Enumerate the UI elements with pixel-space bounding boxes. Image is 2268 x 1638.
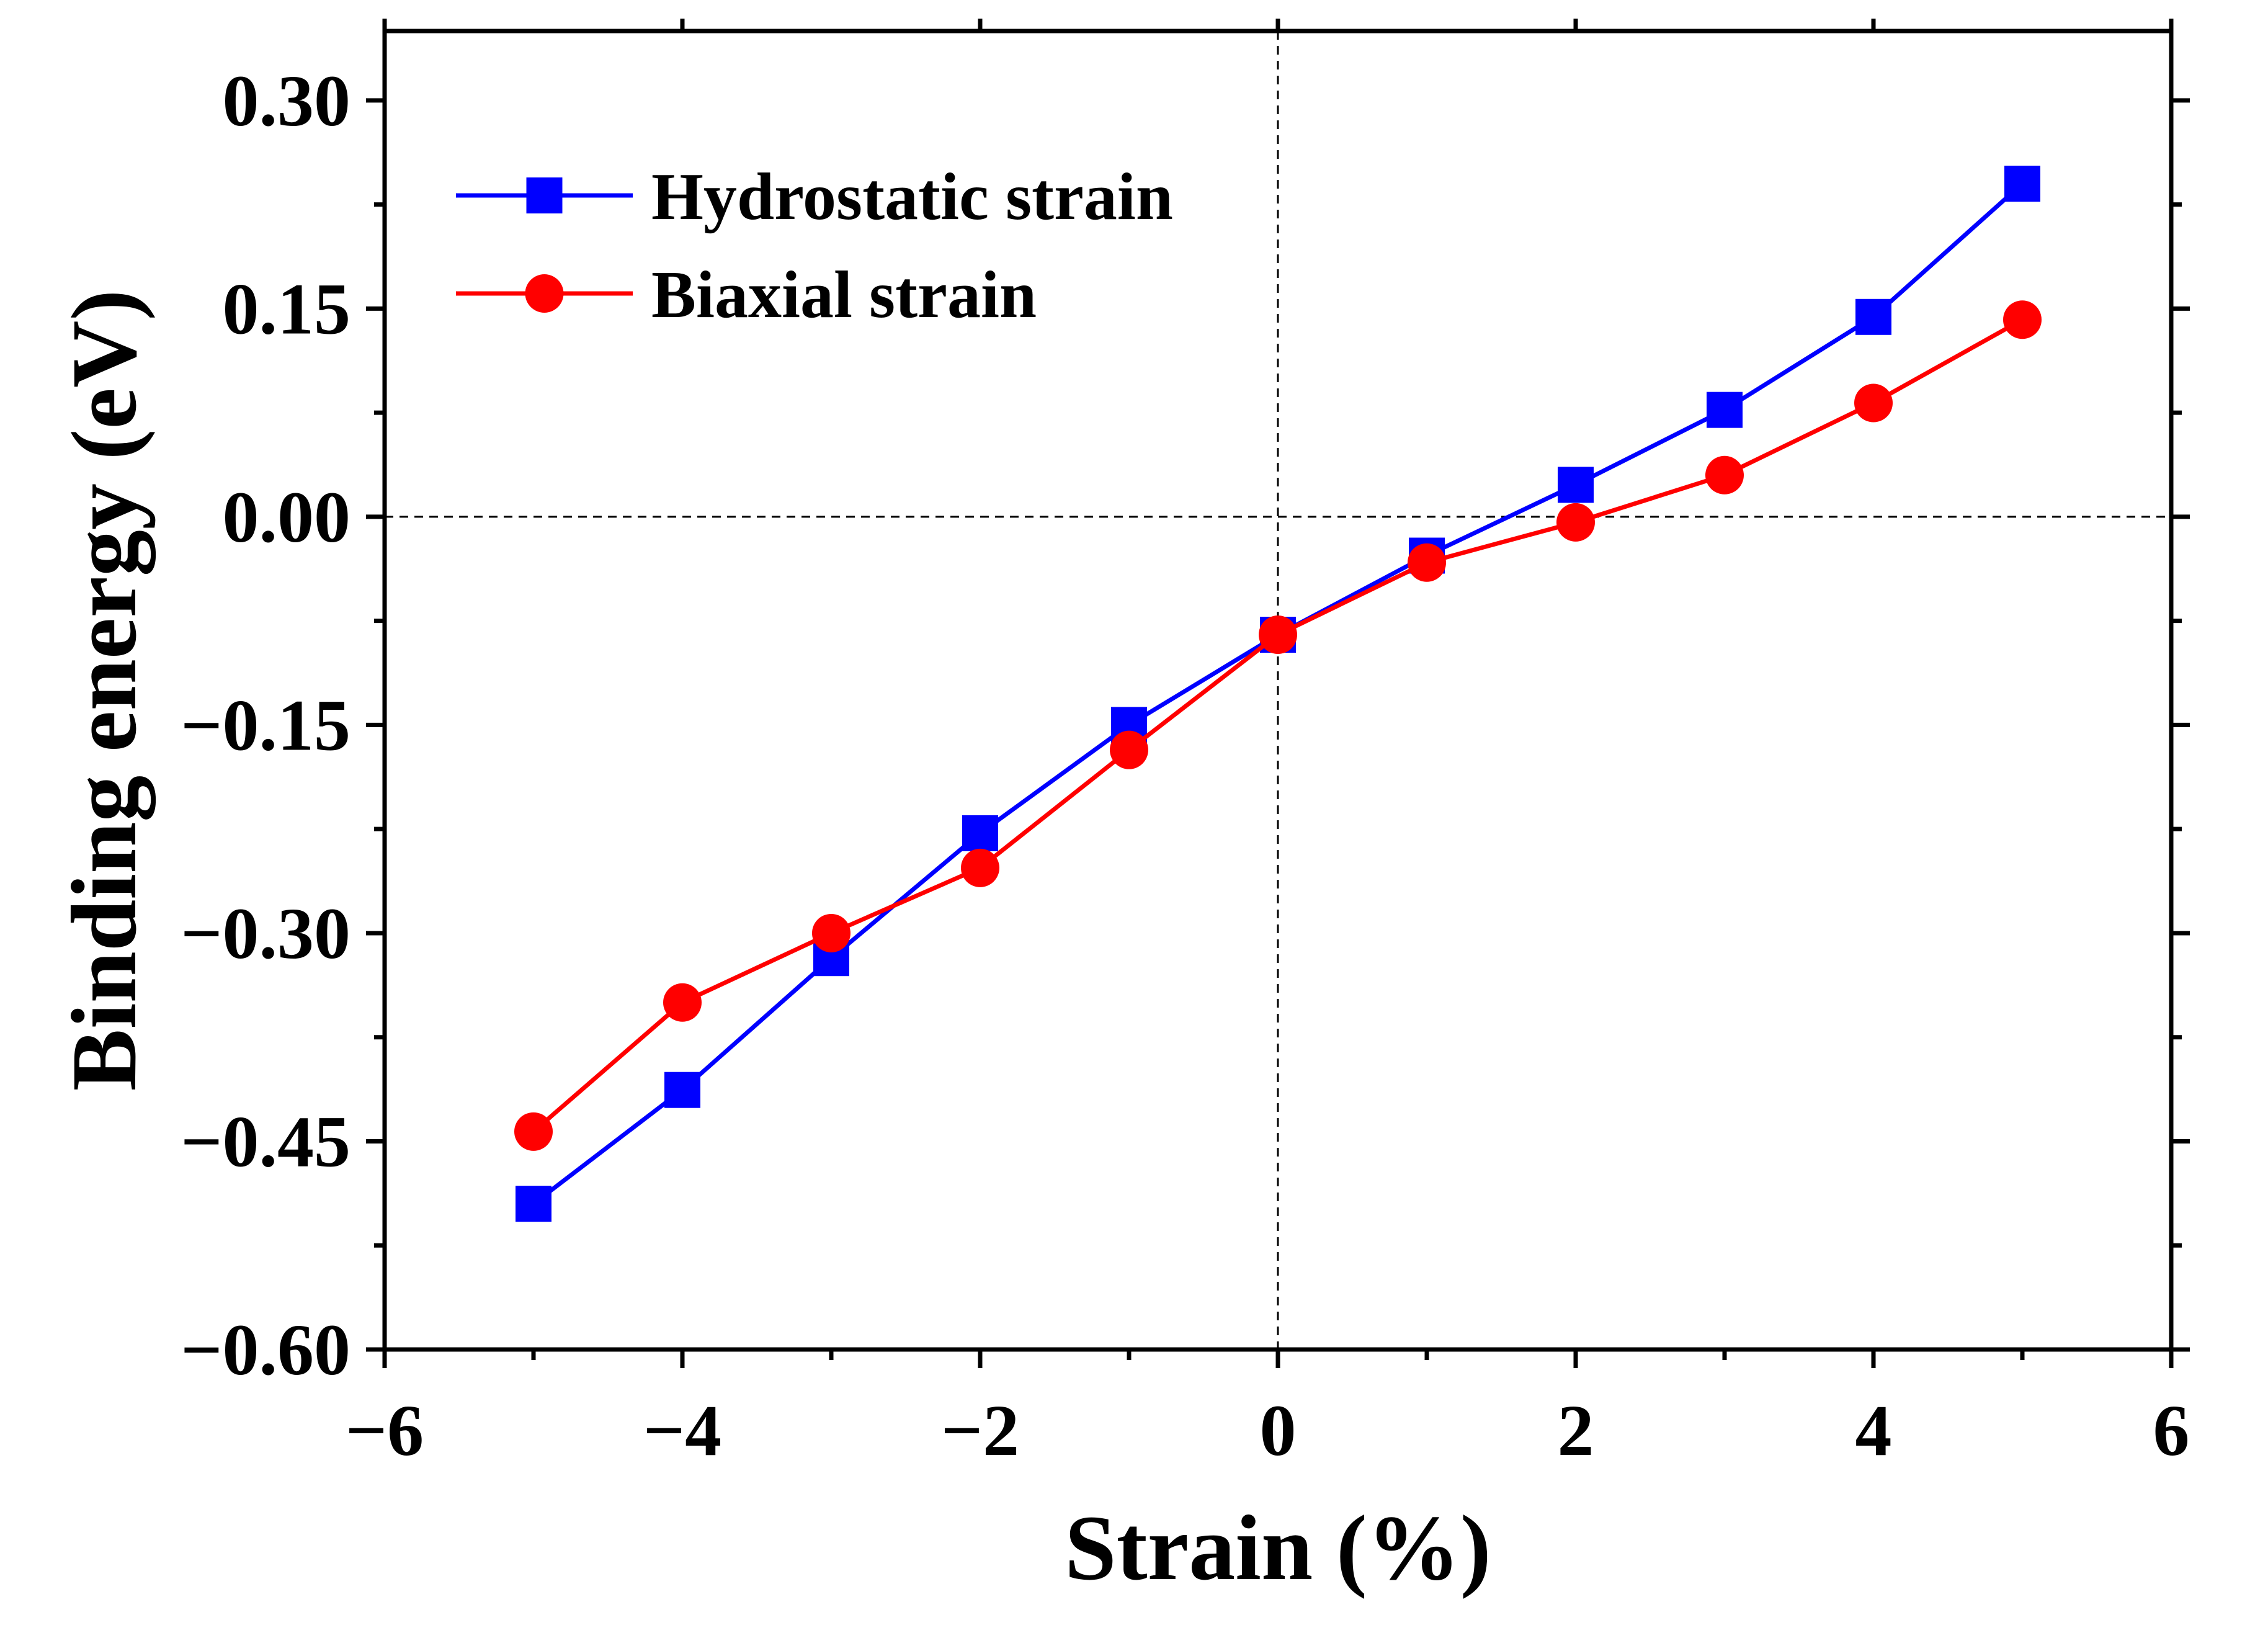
data-point-square xyxy=(1707,392,1743,428)
data-point-square xyxy=(1558,467,1594,503)
data-point-square xyxy=(1855,298,1891,335)
legend-label: Hydrostatic strain xyxy=(651,160,1173,234)
data-series xyxy=(514,166,2042,1222)
data-point-circle xyxy=(1408,543,1446,582)
data-point-circle xyxy=(961,848,999,887)
y-axis-label: Binding energy (eV) xyxy=(53,290,156,1091)
data-point-circle xyxy=(663,983,702,1022)
x-tick-label: −4 xyxy=(643,1390,721,1471)
y-tick-label: −0.30 xyxy=(181,893,350,974)
tick-labels: −6 −4 −2 0 2 4 6 −0.60 −0.45 −0.30 −0.15 0.00 0.15 0.… xyxy=(181,60,2189,1471)
reference-lines xyxy=(385,31,2171,1349)
x-axis-label: Strain (%) xyxy=(1065,1497,1491,1600)
data-point-circle xyxy=(2003,300,2042,339)
data-point-square xyxy=(962,815,998,851)
data-point-circle xyxy=(514,1112,553,1151)
y-tick-label: 0.00 xyxy=(223,477,351,558)
series-biaxial-strain xyxy=(514,300,2042,1151)
legend-marker-square xyxy=(526,177,563,213)
data-point-square xyxy=(516,1186,551,1222)
x-tick-label: 4 xyxy=(1855,1390,1892,1471)
data-point-circle xyxy=(812,913,850,952)
data-point-square xyxy=(664,1072,700,1108)
data-point-circle xyxy=(1705,455,1744,495)
y-tick-label: −0.60 xyxy=(181,1309,350,1390)
data-point-circle xyxy=(1110,730,1148,769)
x-tick-label: 6 xyxy=(2153,1390,2190,1471)
y-tick-label: −0.45 xyxy=(181,1101,350,1182)
data-point-circle xyxy=(1556,503,1595,542)
x-tick-label: −6 xyxy=(346,1390,424,1471)
y-tick-label: 0.15 xyxy=(223,268,351,349)
y-tick-label: 0.30 xyxy=(223,60,351,141)
x-tick-label: 2 xyxy=(1558,1390,1594,1471)
data-point-circle xyxy=(1259,615,1297,655)
legend-label: Biaxial strain xyxy=(651,258,1037,332)
legend-entry: Biaxial strain xyxy=(456,258,1037,332)
y-tick-label: −0.15 xyxy=(181,684,350,766)
legend-entry: Hydrostatic strain xyxy=(456,160,1173,234)
legend: Hydrostatic strain Biaxial strain xyxy=(456,160,1173,332)
plot-frame xyxy=(382,29,2174,1352)
legend-marker-circle xyxy=(525,274,564,313)
x-tick-label: −2 xyxy=(941,1390,1019,1471)
data-point-square xyxy=(2004,166,2040,202)
data-point-circle xyxy=(1854,383,1893,423)
x-tick-label: 0 xyxy=(1260,1390,1297,1471)
